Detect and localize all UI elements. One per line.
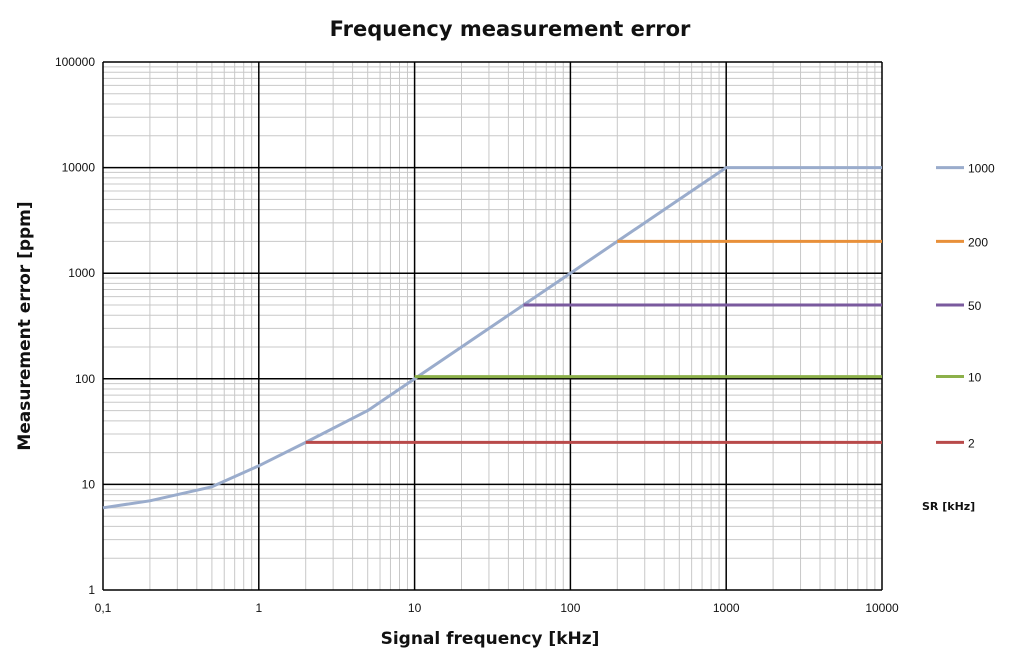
x-tick-label: 0,1 <box>95 601 112 615</box>
x-tick-label: 1 <box>255 601 262 615</box>
y-tick-label: 10000 <box>62 161 96 175</box>
major-gridlines <box>102 61 883 591</box>
y-tick-label: 100000 <box>55 55 95 69</box>
series-lines <box>102 166 882 510</box>
y-tick-labels: 1 10 100 1000 10000 100000 <box>55 55 95 597</box>
legend-label-200: 200 <box>968 235 988 249</box>
legend-label-10: 10 <box>968 371 982 385</box>
y-axis-label: Measurement error [ppm] <box>15 201 35 450</box>
x-tick-label: 10 <box>408 601 422 615</box>
legend: 1000 200 50 10 2 <box>936 162 995 450</box>
x-tick-labels: 0,1 1 10 100 1000 10000 <box>95 601 899 615</box>
x-axis-label: Signal frequency [kHz] <box>381 629 600 649</box>
series-line-1000 <box>102 166 882 510</box>
y-tick-label: 10 <box>82 477 96 491</box>
legend-title: SR [kHz] <box>922 500 975 513</box>
legend-label-2: 2 <box>968 436 975 450</box>
y-tick-label: 1000 <box>68 266 95 280</box>
chart-title: Frequency measurement error <box>330 17 691 41</box>
x-tick-label: 1000 <box>713 601 740 615</box>
y-tick-label: 100 <box>75 372 95 386</box>
y-tick-label: 1 <box>88 583 95 597</box>
x-tick-label: 100 <box>560 601 580 615</box>
minor-gridlines <box>103 62 882 590</box>
x-tick-label: 10000 <box>865 601 899 615</box>
legend-label-1000: 1000 <box>968 162 995 176</box>
legend-label-50: 50 <box>968 299 982 313</box>
